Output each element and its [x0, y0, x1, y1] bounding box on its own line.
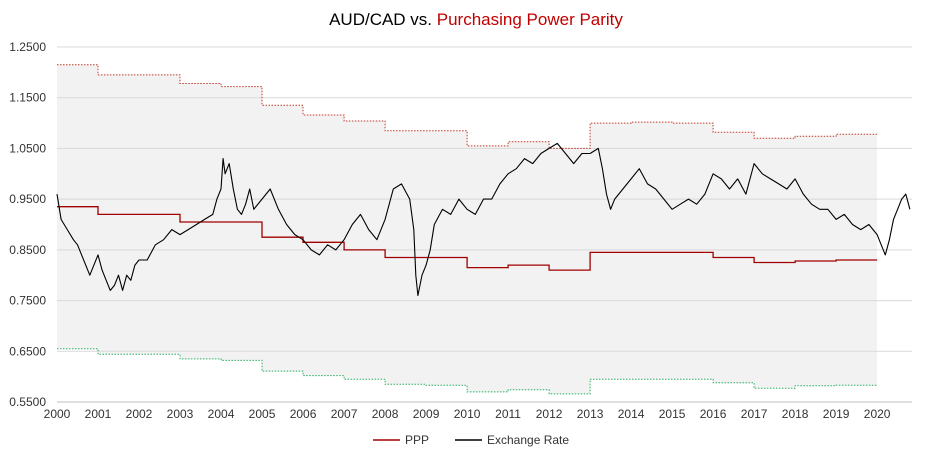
ppp-band-fill	[57, 64, 878, 394]
y-tick-label: 0.9500	[9, 192, 46, 206]
x-tick-label: 2019	[823, 407, 850, 421]
x-tick-label: 2004	[208, 407, 235, 421]
y-tick-label: 0.5500	[9, 395, 46, 409]
legend-label-exchange-rate: Exchange Rate	[487, 433, 569, 447]
y-tick-label: 0.8500	[9, 243, 46, 257]
x-tick-label: 2012	[536, 407, 563, 421]
x-tick-label: 2007	[331, 407, 358, 421]
y-tick-label: 1.2500	[9, 40, 46, 54]
chart-title-part1: AUD/CAD vs.	[329, 10, 437, 29]
chart-title: AUD/CAD vs. Purchasing Power Parity	[0, 10, 952, 30]
y-tick-label: 0.6500	[9, 344, 46, 358]
x-tick-label: 2015	[659, 407, 686, 421]
x-tick-label: 2005	[249, 407, 276, 421]
axis-layer: 0.5500 0.6500 0.7500 0.8500 0.9500 1.0500 1.15…	[9, 40, 912, 421]
x-tick-label: 2014	[618, 407, 645, 421]
series-line-exchange-rate	[56, 142, 911, 297]
legend: PPP Exchange Rate	[373, 433, 569, 447]
x-tick-label: 2000	[44, 407, 71, 421]
x-tick-label: 2008	[372, 407, 399, 421]
x-tick-label: 2017	[741, 407, 768, 421]
x-tick-label: 2002	[126, 407, 153, 421]
line-layer	[56, 64, 911, 395]
x-tick-label: 2006	[290, 407, 317, 421]
x-tick-label: 2020	[864, 407, 891, 421]
y-tick-label: 1.0500	[9, 141, 46, 155]
x-tick-label: 2009	[413, 407, 440, 421]
x-tick-label: 2018	[782, 407, 809, 421]
lower-band-line	[57, 348, 878, 395]
series-line-ppp	[57, 206, 878, 271]
grid-layer	[57, 46, 912, 352]
x-tick-label: 2003	[167, 407, 194, 421]
x-tick-label: 2010	[454, 407, 481, 421]
chart-title-part2: Purchasing Power Parity	[436, 10, 623, 29]
legend-label-ppp: PPP	[405, 433, 429, 447]
x-tick-label: 2016	[700, 407, 727, 421]
ppp-band-layer	[57, 64, 878, 394]
upper-band-line	[57, 64, 878, 149]
y-tick-label: 0.7500	[9, 294, 46, 308]
x-tick-label: 2013	[577, 407, 604, 421]
y-tick-label: 1.1500	[9, 91, 46, 105]
x-tick-label: 2011	[495, 407, 521, 421]
x-tick-label: 2001	[85, 407, 112, 421]
